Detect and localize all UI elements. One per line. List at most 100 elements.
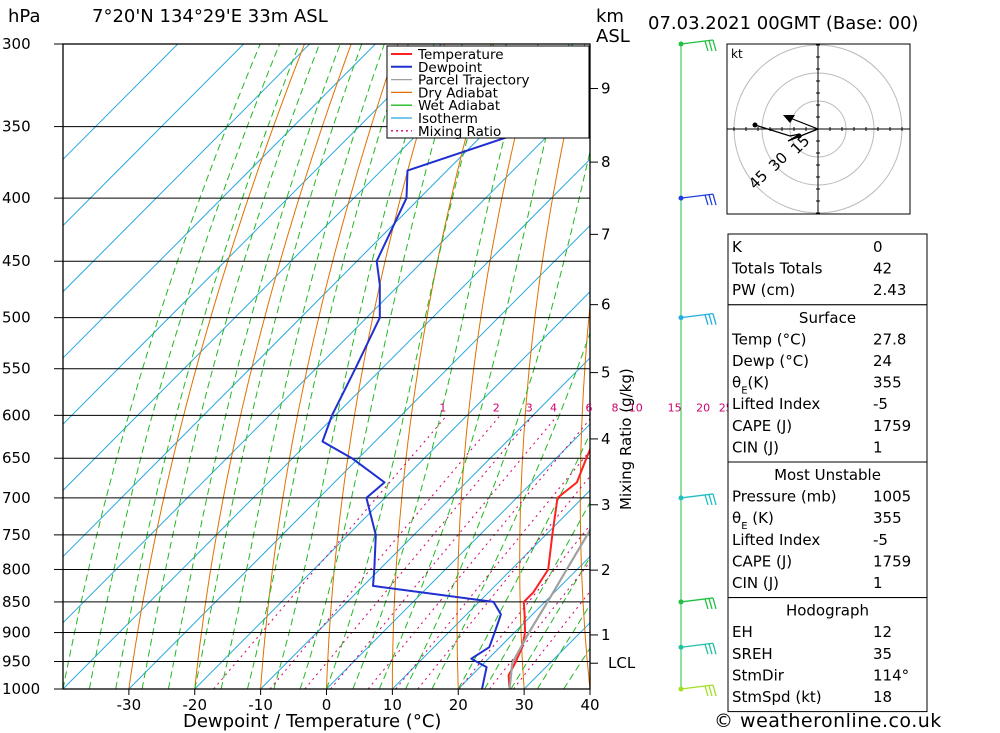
table-label: K (732, 238, 743, 256)
wet-adiabat-line (326, 44, 495, 689)
wind-barb-shaft (680, 642, 714, 648)
table-value: 355 (873, 374, 902, 392)
height-tick-label: 5 (601, 364, 611, 382)
wind-barb-feather (712, 39, 717, 52)
table-value: 2.43 (873, 281, 906, 299)
wind-barb-shaft (680, 313, 714, 319)
wind-barb-feather (712, 193, 717, 206)
pressure-tick-label: 1000 (2, 680, 40, 698)
wind-barb-shaft (680, 39, 714, 45)
temperature-tick-label: 20 (449, 696, 468, 714)
hodograph-surface-point (752, 122, 758, 128)
table-value: 1005 (873, 488, 911, 506)
table-value: -5 (873, 395, 888, 413)
wind-barb-feather (704, 194, 709, 206)
table-label: Totals Totals (731, 260, 823, 278)
mixing-ratio-axis-label: Mixing Ratio (g/kg) (617, 368, 635, 510)
wind-barb-feather (704, 494, 709, 506)
height-unit-asl: ASL (596, 26, 630, 47)
isotherm-line (326, 423, 590, 689)
run-datetime: 07.03.2021 00GMT (Base: 00) (648, 13, 918, 34)
pressure-tick-label: 400 (2, 189, 31, 207)
pressure-tick-label: 550 (2, 360, 31, 378)
wind-barb-feather (712, 597, 717, 610)
pressure-axis: 300 350 400 450 500 550 600 650 700 750 800 850 900 9… (2, 35, 63, 698)
pressure-tick-label: 450 (2, 252, 31, 270)
wet-adiabat-line (88, 44, 281, 689)
dry-adiabat-line (957, 44, 1000, 689)
temperature-tick-label: 10 (383, 696, 402, 714)
legend-entry: Dry Adiabat (418, 85, 498, 101)
wind-barb-shaft (680, 597, 714, 603)
wet-adiabat-line (352, 44, 530, 689)
dry-adiabat-line (696, 44, 725, 689)
isotherm-line (63, 44, 508, 492)
isotherm-line (63, 158, 590, 689)
legend-entry: Wet Adiabat (418, 98, 500, 114)
profile-series (321, 113, 590, 689)
isotherm-line (63, 44, 310, 293)
temperature-tick-label: -10 (248, 696, 273, 714)
pressure-tick-label: 700 (2, 489, 31, 507)
table-label: StmSpd (kt) (732, 688, 822, 706)
dry-adiabat-line (639, 44, 678, 689)
temperature-tick-label: 40 (580, 696, 599, 714)
temperature-tick-label: 30 (515, 696, 534, 714)
table-value: 24 (873, 352, 892, 370)
wet-adiabat-line (220, 44, 385, 689)
x-axis-label: Dewpoint / Temperature (°C) (183, 711, 441, 732)
wet-adiabat-line (63, 44, 261, 689)
isotherm-line (63, 44, 179, 161)
table-value: 1759 (873, 417, 911, 435)
dry-adiabat-line (194, 44, 352, 689)
wet-adiabat-line (299, 44, 463, 689)
wet-adiabat-line (510, 556, 590, 689)
temperature-tick-label: -20 (183, 696, 208, 714)
table-label: CAPE (J) (732, 552, 792, 570)
table-label: Pressure (mb) (732, 488, 837, 506)
wet-adiabat-line (194, 44, 363, 689)
height-tick-label: 4 (601, 430, 611, 448)
table-value: 27.8 (873, 330, 906, 348)
height-axis: 1 2 3 4 5 6 7 8 9 LCL (590, 80, 636, 672)
wind-barb-feather (712, 313, 717, 325)
station-location: 7°20'N 134°29'E 33m ASL (92, 6, 328, 27)
table-block (727, 304, 928, 463)
isotherm-line (63, 92, 590, 624)
pressure-tick-label: 800 (2, 560, 31, 578)
height-tick-label: 2 (601, 561, 611, 579)
table-value: 114° (873, 666, 909, 684)
wind-barb-feather (712, 493, 717, 506)
table-value: 1 (873, 438, 883, 456)
wind-barb-feather (708, 494, 713, 506)
wind-barb-feather (704, 644, 709, 655)
isotherm-line (260, 357, 590, 689)
pressure-tick-label: 950 (2, 653, 31, 671)
wind-barb-feather (708, 194, 713, 206)
dewpoint-line (321, 113, 590, 689)
height-tick-label: 6 (601, 296, 611, 314)
table-value: 1 (873, 574, 883, 592)
hodograph-unit: kt (731, 47, 743, 61)
mixing-ratio-label: 3 (526, 401, 533, 414)
table-value: 35 (873, 645, 892, 663)
mixing-ratio-label: 6 (585, 401, 592, 414)
wind-barb-feather (704, 685, 709, 697)
lcl-label: LCL (608, 654, 636, 672)
table-label: Temp (°C) (731, 330, 806, 348)
wind-profile (678, 39, 717, 697)
temperature-tick-label: 0 (322, 696, 332, 714)
isotherm-line (63, 44, 442, 425)
table-label: EH (732, 623, 753, 641)
background-grid (63, 44, 1000, 689)
table-value: 18 (873, 688, 892, 706)
isotherm-line (63, 44, 574, 558)
storm-motion-arrow (783, 115, 795, 123)
mixing-ratio-line (330, 414, 558, 689)
table-label: PW (cm) (732, 281, 795, 299)
wet-adiabat-line (405, 149, 590, 689)
pressure-tick-label: 350 (2, 118, 31, 136)
isotherm-line (392, 489, 590, 689)
mixing-ratio-label: 20 (696, 401, 710, 414)
